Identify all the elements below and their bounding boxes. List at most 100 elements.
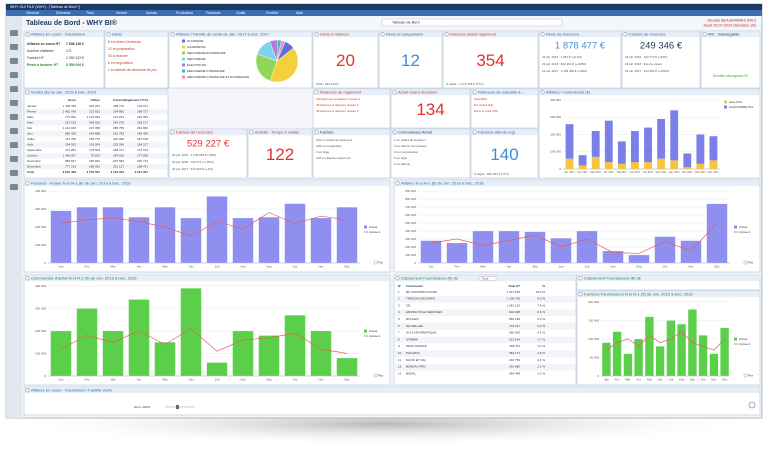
zoom-thumb[interactable] <box>176 405 179 409</box>
menu-item: Achats <box>146 11 157 15</box>
table-cell: 852 190 <box>509 317 520 321</box>
panel-icon[interactable] <box>106 32 111 37</box>
panel <box>312 128 391 179</box>
panel-icon[interactable] <box>472 130 477 135</box>
side-icon[interactable] <box>10 100 18 106</box>
panel-header <box>24 275 390 282</box>
panel-icon[interactable] <box>170 32 175 37</box>
panel-icon[interactable] <box>578 292 583 297</box>
option-checkbox[interactable] <box>743 373 748 378</box>
side-icon[interactable] <box>10 170 18 176</box>
refresh-button[interactable] <box>748 401 756 409</box>
legend-label: PLATRERIE <box>187 39 203 43</box>
table-cell: 1 176 693 <box>87 115 101 119</box>
panel-icon[interactable] <box>314 130 319 135</box>
info-line: 23 juil. 2019 : 162 773 € (+53%) <box>625 55 668 59</box>
table-cell: 860 420 <box>65 131 76 135</box>
table-cell: Septembre <box>27 148 42 152</box>
panel-icon[interactable] <box>314 32 319 37</box>
table-cell: 234 850 <box>113 109 124 113</box>
side-icon[interactable] <box>10 184 18 190</box>
table-cell: 411 766 <box>65 137 76 141</box>
panel-icon[interactable] <box>170 130 175 135</box>
panel-header <box>394 180 760 187</box>
legend-swatch <box>364 225 367 229</box>
side-icon[interactable] <box>10 128 18 134</box>
option-checkbox[interactable] <box>373 373 378 378</box>
option-label: Prix <box>748 260 754 264</box>
side-icon[interactable] <box>10 44 18 50</box>
panel-icon[interactable] <box>249 130 254 135</box>
bar <box>612 331 622 377</box>
y-tick-label: 200 000 <box>405 245 416 249</box>
panel-icon[interactable] <box>25 276 30 281</box>
row-stripe <box>395 323 575 330</box>
side-icon[interactable] <box>10 72 18 78</box>
side-icon[interactable] <box>10 114 18 120</box>
side-icon[interactable] <box>10 58 18 64</box>
table-cell: GUIJ INFORMATIQUE <box>406 331 436 335</box>
table-cell: 3 <box>398 303 400 307</box>
side-icon[interactable] <box>10 156 18 162</box>
panel-header <box>471 129 538 136</box>
info-line: 23 juil. 2019 : 1 861 € (+0,0%) <box>542 55 582 59</box>
table-cell: 399 602 <box>89 120 100 124</box>
panel-icon[interactable] <box>702 32 707 37</box>
row-value: 2 090 122 € <box>66 56 84 60</box>
option-checkbox[interactable] <box>373 260 378 265</box>
bar-segment <box>670 110 679 161</box>
panel-icon[interactable] <box>392 130 397 135</box>
y-tick-label: 0 <box>414 261 416 265</box>
filter-box[interactable] <box>479 276 497 281</box>
x-tick-label: Oct <box>293 264 298 268</box>
table-cell: 560 300 <box>509 331 520 335</box>
panel-icon[interactable] <box>578 276 583 281</box>
x-tick-label: Mar <box>110 264 115 268</box>
y-tick-label: 200 000 <box>35 225 46 229</box>
table-cell: 277 830 <box>137 153 148 157</box>
panel-icon[interactable] <box>25 32 30 37</box>
panel-icon[interactable] <box>380 32 385 37</box>
table-cell: 207 582 <box>113 159 124 163</box>
table-cell: 268 471 <box>137 164 148 168</box>
side-icon[interactable] <box>10 142 18 148</box>
table-cell: 9 902 408 <box>63 170 77 174</box>
bar <box>720 327 730 377</box>
bar <box>644 316 654 377</box>
bar-segment <box>591 156 600 169</box>
panel <box>390 128 471 179</box>
panel-icon[interactable] <box>472 90 477 95</box>
table-cell: 186 490 <box>137 131 148 135</box>
row-stripe <box>395 309 575 317</box>
panel-title: Affaires / Commercial (€) <box>546 90 591 95</box>
panel <box>442 30 539 89</box>
y-tick-label: 400 000 <box>35 189 46 193</box>
table-cell: 8,0 % <box>537 297 545 301</box>
menu-bar <box>6 10 762 16</box>
option-checkbox[interactable] <box>743 260 748 265</box>
panel-icon[interactable] <box>540 32 545 37</box>
panel-icon[interactable] <box>395 276 400 281</box>
panel-icon[interactable] <box>25 388 30 393</box>
y-tick-label: 100 000 <box>35 243 46 247</box>
table-cell: 292 750 <box>509 358 520 362</box>
panel-icon[interactable] <box>314 90 319 95</box>
option-label: Prix <box>378 260 384 264</box>
dashboard-selector[interactable] <box>381 18 563 27</box>
panel-icon[interactable] <box>25 181 30 186</box>
bar-segment <box>604 120 613 163</box>
panel-title: Classement Fournisseurs (€) de <box>584 276 642 281</box>
panel-icon[interactable] <box>395 181 400 186</box>
panel-icon[interactable] <box>540 90 545 95</box>
panel-title: Factures retard règlement <box>450 32 497 37</box>
side-icon[interactable] <box>10 30 18 36</box>
legend-label: Année <box>369 225 378 229</box>
panel-icon[interactable] <box>392 90 397 95</box>
side-icon[interactable] <box>10 86 18 92</box>
panel-header <box>701 31 760 38</box>
panel <box>312 88 391 129</box>
panel-icon[interactable] <box>623 32 628 37</box>
panel-icon[interactable] <box>25 90 30 95</box>
panel-icon[interactable] <box>444 32 449 37</box>
bar <box>655 346 665 377</box>
